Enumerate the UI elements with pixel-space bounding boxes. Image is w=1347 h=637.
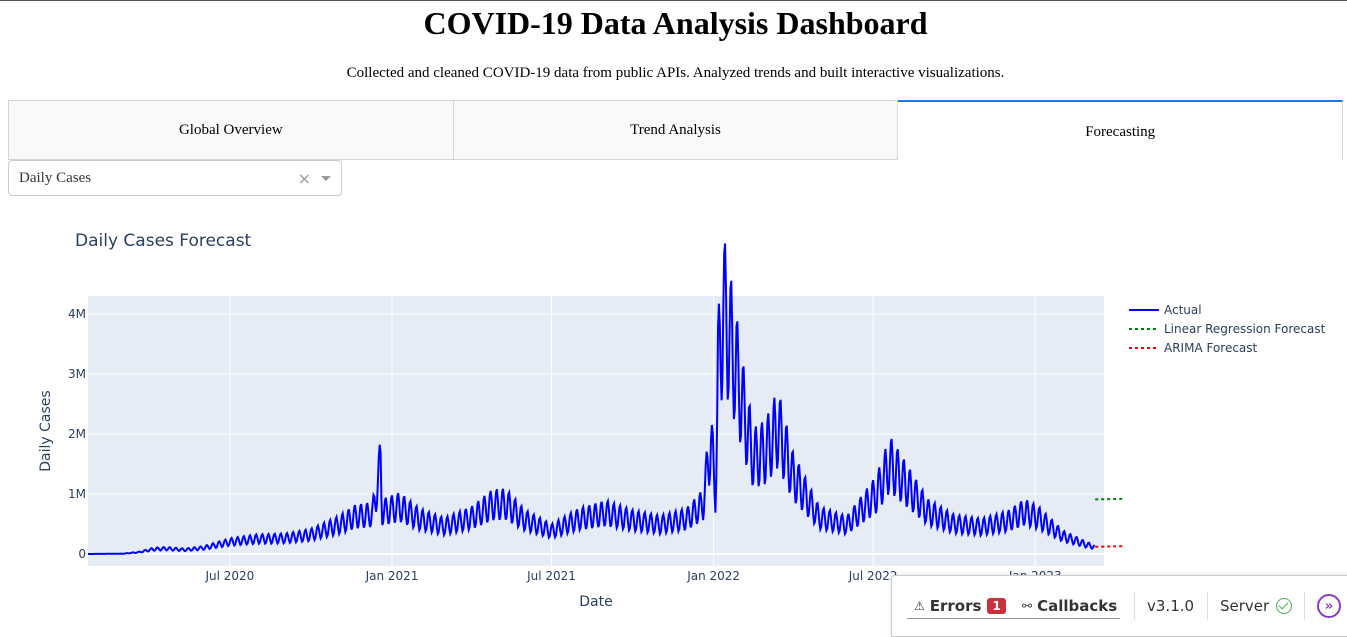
y-tick-label: 3M	[68, 367, 86, 381]
callbacks-button[interactable]: ⚯ Callbacks	[1022, 597, 1117, 615]
divider	[1304, 592, 1305, 620]
chart-legend: Actual Linear Regression Forecast ARIMA Fo…	[1129, 303, 1326, 355]
chevron-double-right-icon[interactable]: »	[1317, 594, 1341, 618]
metric-dropdown[interactable]: Daily Cases ×	[8, 160, 342, 196]
x-tick-label: Jul 2022	[848, 569, 898, 583]
tab-forecasting[interactable]: Forecasting	[898, 100, 1344, 160]
x-tick-label: Jan 2022	[686, 569, 740, 583]
page-title: COVID-19 Data Analysis Dashboard	[423, 5, 928, 41]
x-axis-label: Date	[579, 594, 612, 610]
divider	[1134, 592, 1135, 620]
series-line-forecast-2	[1095, 545, 1123, 548]
dropdown-selected-value: Daily Cases	[19, 169, 92, 186]
y-tick-label: 4M	[68, 307, 86, 321]
dash-devtools-bar: ⚠ Errors 1 ⚯ Callbacks v3.1.0 Server »	[891, 575, 1347, 637]
server-label: Server	[1220, 597, 1270, 615]
tab-trend-analysis[interactable]: Trend Analysis	[453, 100, 899, 160]
x-tick-label: Jul 2020	[204, 569, 254, 583]
clear-icon[interactable]: ×	[297, 168, 311, 188]
check-circle-icon	[1276, 598, 1293, 614]
legend-item-label: ARIMA Forecast	[1164, 341, 1258, 355]
x-tick-label: Jul 2021	[526, 569, 576, 583]
y-axis-label: Daily Cases	[38, 390, 54, 471]
legend-item-label: Linear Regression Forecast	[1164, 322, 1326, 336]
server-status[interactable]: Server	[1220, 597, 1293, 615]
tab-bar: Global Overview Trend Analysis Forecasti…	[8, 100, 1344, 160]
errors-count-badge: 1	[987, 598, 1006, 614]
errors-label: Errors	[929, 597, 982, 615]
y-tick-labels: 0 1M 2M 3M 4M	[68, 307, 86, 561]
callbacks-label: Callbacks	[1037, 597, 1118, 615]
x-tick-labels: Jul 2020 Jan 2021 Jul 2021 Jan 2022 Jul 2022…	[204, 569, 1061, 583]
chevron-down-icon[interactable]	[321, 175, 331, 181]
forecast-chart: Daily Cases Forecast Jul 2020 Jan 2021 Jul…	[38, 231, 1326, 610]
y-tick-label: 2M	[68, 427, 86, 441]
chart-title: Daily Cases Forecast	[75, 231, 252, 251]
divider	[1207, 592, 1208, 620]
errors-button[interactable]: ⚠ Errors 1	[914, 597, 1006, 615]
warning-icon: ⚠	[914, 599, 925, 613]
series-line-actual	[88, 243, 1096, 555]
series-line-forecast-1	[1095, 497, 1123, 501]
legend-item-label: Actual	[1164, 303, 1202, 317]
version-label: v3.1.0	[1147, 597, 1195, 615]
y-tick-label: 1M	[68, 487, 86, 501]
y-gridlines	[88, 313, 1104, 555]
page-subtitle: Collected and cleaned COVID-19 data from…	[346, 65, 1005, 81]
series-lines	[88, 243, 1123, 555]
errors-callbacks-underline	[907, 618, 1120, 619]
y-tick-label: 0	[78, 547, 86, 561]
callbacks-icon: ⚯	[1022, 599, 1033, 613]
plot-area	[88, 296, 1104, 566]
tab-global-overview[interactable]: Global Overview	[8, 100, 454, 160]
x-tick-label: Jan 2021	[365, 569, 419, 583]
